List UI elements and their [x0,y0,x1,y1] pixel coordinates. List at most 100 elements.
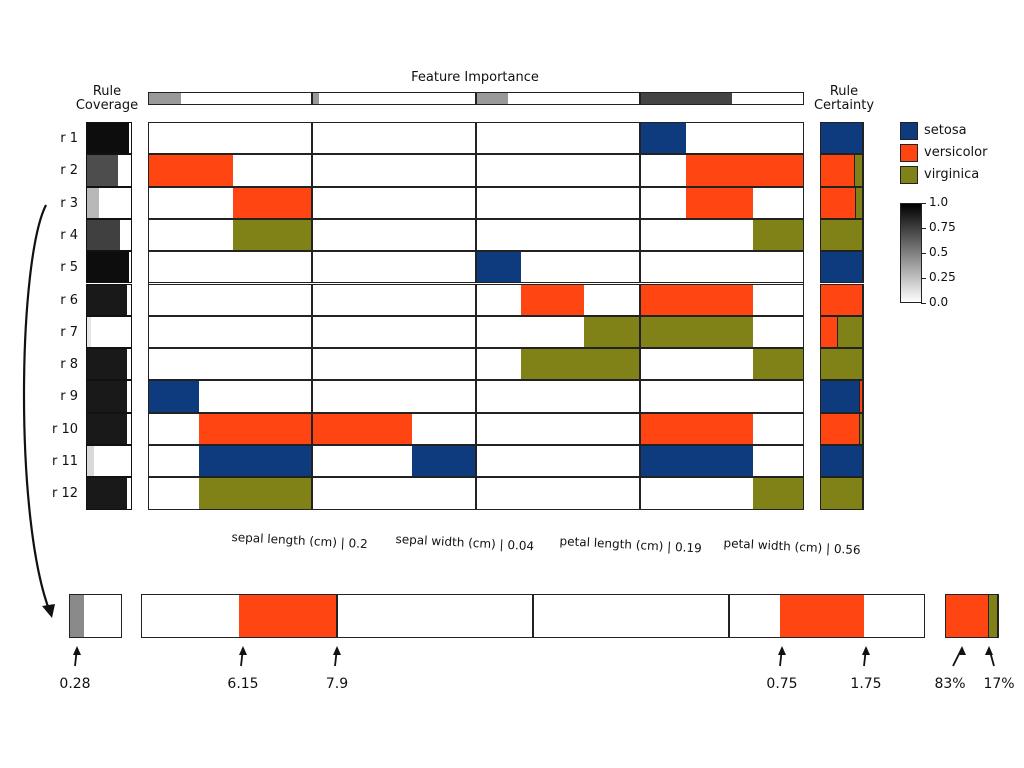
certainty-cell [820,477,864,510]
condition-range-versicolor [313,413,412,444]
colorbar-tick [921,253,926,254]
detail-value-label: 83% [934,676,966,692]
colorbar-tick-label: 1.0 [929,195,949,209]
legend-swatch-setosa [900,122,918,140]
certainty-virginica [821,219,863,251]
rule-label: r 4 [60,227,78,243]
condition-range-versicolor [686,155,803,186]
coverage-cell [86,315,132,349]
condition-cell [312,154,476,187]
condition-cell [148,348,312,381]
rule-certainty-title: Rule Certainty [806,85,882,113]
detail-value-label: 7.9 [325,676,349,692]
colorbar-tick-label: 0.25 [929,270,956,284]
certainty-setosa [821,252,863,283]
certainty-virginica [859,413,863,444]
rule-label: r 9 [60,389,78,405]
rule-label: r 3 [60,195,78,211]
condition-range-versicolor [641,413,753,444]
condition-range-setosa [199,446,311,477]
condition-cell [148,154,312,187]
coverage-fill [87,446,94,477]
detail-certainty-cell [945,594,999,638]
certainty-cell [820,251,864,284]
condition-range-setosa [477,252,521,283]
certainty-versicolor [821,413,860,444]
rule-coverage-title-line1: Rule [92,84,122,99]
condition-cell [476,315,640,349]
condition-cell [476,122,640,155]
coverage-fill [87,316,92,348]
detail-condition-cell [533,594,729,638]
coverage-fill [87,478,127,509]
condition-cell [476,283,640,316]
condition-range-setosa [149,381,200,412]
certainty-cell [820,348,864,381]
rule-label: r 1 [60,131,78,146]
certainty-versicolor [821,284,863,315]
coverage-fill [87,252,129,283]
detail-condition-cell [729,594,925,638]
condition-cell [640,412,804,445]
certainty-setosa [821,381,860,412]
certainty-cell [820,380,864,413]
rule-label: r 8 [60,357,78,373]
condition-cell [148,445,312,478]
coverage-fill [87,187,100,218]
condition-cell [148,251,312,284]
coverage-cell [86,186,132,219]
condition-cell [148,218,312,252]
rule-label: r 12 [51,486,78,502]
colorbar-tick [921,228,926,229]
certainty-virginica [855,187,863,218]
condition-cell [312,315,476,349]
colorbar-tick [921,203,926,204]
importance-bar-3 [476,92,640,105]
condition-cell [476,186,640,219]
condition-cell [312,412,476,445]
condition-range-virginica [752,349,803,380]
certainty-cell [820,122,864,155]
condition-cell [312,251,476,284]
certainty-setosa [821,446,863,477]
certainty-virginica [821,478,863,509]
condition-cell [640,348,804,381]
detail-condition-cell [141,594,337,638]
importance-bar-2 [312,92,476,105]
condition-range-setosa [641,123,687,154]
legend-label: setosa [924,123,967,138]
rule-coverage-title: Rule Coverage [72,85,142,113]
condition-cell [640,445,804,478]
detail-coverage-fill [70,595,85,637]
rule-label: r 2 [60,163,78,179]
detail-value-label: 0.75 [766,676,798,692]
certainty-cell [820,445,864,478]
matrix-border [148,122,804,510]
colorbar-tick-label: 0.0 [929,295,949,309]
rule-label: r 7 [60,324,78,340]
condition-cell [148,122,312,155]
certainty-versicolor [859,381,863,412]
coverage-fill [87,219,120,251]
importance-fill [641,93,732,104]
coverage-cell [86,477,132,510]
certainty-cell [820,186,864,219]
detail-value-label: 1.75 [850,676,882,692]
condition-cell [476,412,640,445]
detail-coverage-cell [69,594,122,638]
legend-swatch-versicolor [900,144,918,162]
condition-range-versicolor [686,187,753,218]
detail-condition-cell [337,594,533,638]
condition-range-setosa [411,446,475,477]
coverage-cell [86,380,132,413]
certainty-versicolor [821,187,856,218]
coverage-fill [87,123,129,154]
condition-cell [312,477,476,510]
condition-range-virginica [752,478,803,509]
certainty-cell [820,154,864,187]
importance-fill [313,93,320,104]
condition-cell [476,154,640,187]
coverage-fill [87,349,127,380]
condition-cell [476,445,640,478]
